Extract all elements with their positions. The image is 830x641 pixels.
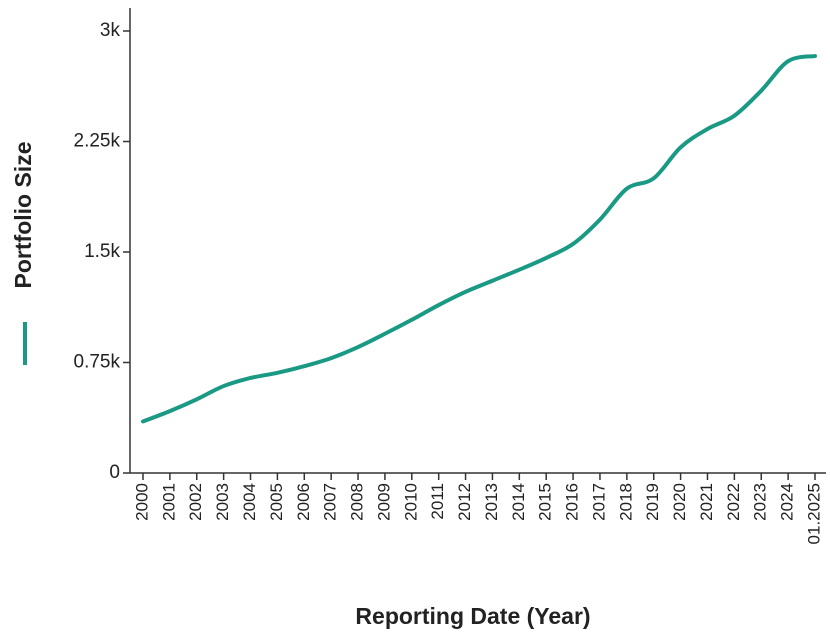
x-tick-label: 2009: [374, 483, 393, 521]
y-axis-label: Portfolio Size: [10, 142, 36, 289]
line-series: [141, 54, 817, 424]
x-tick-label: 2001: [159, 483, 178, 521]
x-tick-label: 2014: [509, 483, 528, 521]
y-tick-label: 1.5k: [84, 241, 120, 262]
x-tick-label: 2010: [401, 483, 420, 521]
y-tick-label: 3k: [100, 20, 121, 41]
x-tick-label: 2007: [321, 483, 340, 521]
x-tick-label: 2012: [455, 483, 474, 521]
y-tick-label: 0.75k: [74, 352, 121, 373]
x-tick-label: 2006: [294, 483, 313, 521]
x-tick-label: 2004: [240, 483, 259, 521]
x-tick-label: 2019: [643, 483, 662, 521]
x-tick-label: 2016: [563, 483, 582, 521]
x-tick-label: 2015: [536, 483, 555, 521]
x-tick-label: 2008: [348, 483, 367, 521]
x-tick-label: 2021: [697, 483, 716, 521]
x-tick-label: 2017: [589, 483, 608, 521]
x-tick-label: 2005: [267, 483, 286, 521]
x-tick-label: 2013: [482, 483, 501, 521]
y-tick-label: 0: [109, 462, 120, 483]
x-tick-label: 2018: [616, 483, 635, 521]
x-tick-label: 2003: [213, 483, 232, 521]
x-tick-label: 01.2025: [804, 483, 823, 544]
x-tick-label: 2002: [186, 483, 205, 521]
x-tick-label: 2024: [778, 483, 797, 521]
x-tick-label: 2020: [670, 483, 689, 521]
x-tick-label: 2023: [751, 483, 770, 521]
x-axis-label: Reporting Date (Year): [355, 603, 590, 629]
x-tick-label: 2000: [132, 483, 151, 521]
y-tick-label: 2.25k: [74, 131, 121, 152]
x-tick-label: 2011: [428, 483, 447, 520]
x-tick-label: 2022: [724, 483, 743, 521]
